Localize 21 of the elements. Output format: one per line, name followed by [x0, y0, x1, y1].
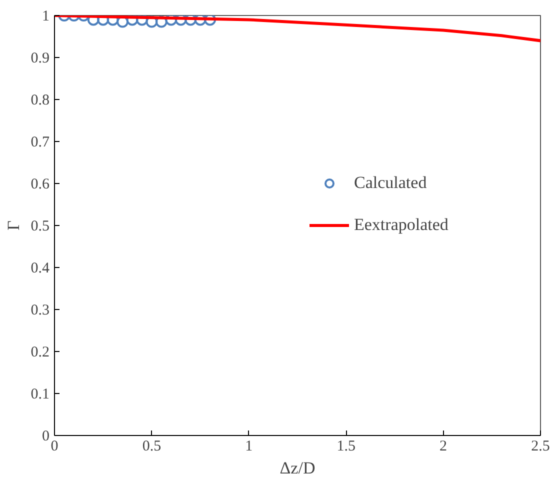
y-tick-label: 0.1	[30, 386, 50, 402]
x-tick-label: 2	[440, 438, 448, 454]
y-tick-label: 1	[42, 8, 50, 24]
x-tick-label: 1.5	[336, 438, 356, 454]
y-tick-label: 0.3	[30, 302, 50, 318]
y-axis-title: Γ	[4, 220, 23, 230]
y-tick-label: 0.2	[30, 344, 50, 360]
y-tick-label: 0.8	[30, 92, 50, 108]
y-tick-label: 0.6	[30, 176, 50, 192]
y-tick-label: 0.9	[30, 50, 50, 66]
x-tick-label: 0.5	[142, 438, 162, 454]
x-tick-label: 2.5	[531, 438, 550, 454]
y-tick-label: 0.7	[30, 134, 50, 150]
line-series	[54, 16, 540, 42]
y-tick-label: 0.4	[30, 260, 50, 276]
y-tick-label: 0	[42, 428, 50, 444]
x-tick-label: 1	[245, 438, 253, 454]
x-axis-title: Δz/D	[280, 458, 316, 478]
y-tick-label: 0.5	[30, 218, 50, 234]
legend-label: Calculated	[354, 173, 427, 193]
legend-label: Eextrapolated	[354, 215, 448, 235]
